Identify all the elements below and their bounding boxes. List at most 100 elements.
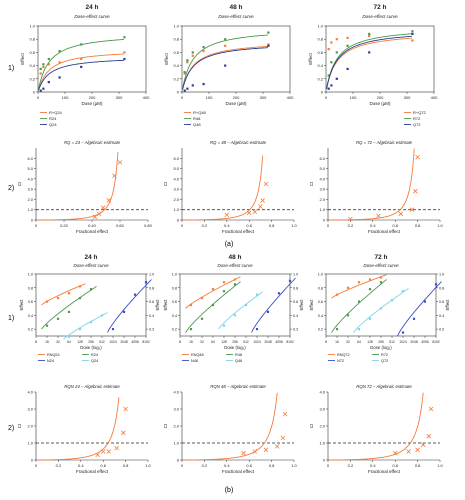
data-point-RNQ48 <box>200 297 204 300</box>
data-point-Q72 <box>357 328 361 331</box>
data-point-Q24 <box>123 57 126 61</box>
data-point-Q72 <box>327 87 330 90</box>
x-tick-label: 1.0 <box>291 223 297 228</box>
y-tick-label: 0.4 <box>173 63 179 68</box>
x-axis-label: Dose (μM) <box>369 101 391 106</box>
x-tick-label: 32 <box>200 340 204 344</box>
x-tick-label: 0.8 <box>269 463 275 468</box>
x-tick-label: 1.0 <box>291 463 297 468</box>
panel-label-a: (a) <box>225 241 234 248</box>
data-point-Q24 <box>47 81 50 84</box>
fit-curve-R24 <box>41 286 97 330</box>
y-axis-label: Effect <box>19 299 24 311</box>
plot-frame <box>325 25 435 93</box>
y-tick-label: 3.0 <box>27 187 33 192</box>
y-tick-label: 4.0 <box>27 390 33 395</box>
y-tick-label: 1.0 <box>319 207 325 212</box>
y-tick-label-left: 0.8 <box>318 286 323 290</box>
y-tick-label-right: 1.0 <box>439 273 444 277</box>
dose-effect-chart-b-2: 48 h Dose-effect curve 8 16 32 64 128 256 512 102… <box>163 254 304 363</box>
x-tick-label: 64 <box>211 340 215 344</box>
x-tick-label: 300 <box>116 95 123 100</box>
ci-point <box>392 450 398 456</box>
x-tick-label: 0.2 <box>202 463 208 468</box>
y-tick-label: 2.0 <box>319 197 325 202</box>
x-tick-label: 32 <box>56 340 60 344</box>
data-point-Q72 <box>335 77 338 80</box>
chart-title: 72 h <box>373 4 386 11</box>
y-tick-label: 2.0 <box>27 197 33 202</box>
y-tick-label: 2.0 <box>319 424 325 429</box>
y-tick-label: 0.6 <box>29 50 35 55</box>
data-point-R72 <box>335 328 339 331</box>
x-tick-label: 128 <box>367 340 373 344</box>
x-tick-label: 0 <box>181 95 184 100</box>
data-point-N24 <box>122 310 126 313</box>
x-tick-label: 1.0 <box>437 463 443 468</box>
x-tick-label: 128 <box>77 340 83 344</box>
ci-point <box>100 449 106 454</box>
y-tick-label: 4.0 <box>319 390 325 395</box>
y-tick-label: 3.0 <box>173 187 179 192</box>
x-tick-label: 2048 <box>264 340 272 344</box>
x-tick-label: 0.20 <box>60 223 69 228</box>
data-point-N48 <box>277 292 281 295</box>
ci-point <box>112 173 117 179</box>
y-tick-label: 0 <box>33 90 36 95</box>
y-tick-label: 0 <box>31 458 34 463</box>
x-tick-label: 1024 <box>109 340 117 344</box>
x-tick-label: 0.6 <box>246 463 252 468</box>
x-tick-label: 0 <box>35 223 38 228</box>
y-axis-label: Effect <box>309 299 314 311</box>
ci-point <box>413 188 418 194</box>
data-point-RNQ72 <box>335 293 339 296</box>
y-tick-label-left: 1.0 <box>172 273 177 277</box>
data-point-R72 <box>368 288 372 291</box>
x-tick-label: 0.8 <box>269 223 275 228</box>
data-point-R72 <box>368 32 371 36</box>
row-label-2b: 2) <box>8 425 14 432</box>
data-point-N48 <box>288 279 292 282</box>
x-tick-label: 0.6 <box>392 463 398 468</box>
y-tick-label: 3.0 <box>173 407 179 412</box>
chart-title: RQ = 72 – Algebraic estimate <box>356 140 413 145</box>
y-tick-label: 1.0 <box>173 24 179 29</box>
chart-title: 24 h <box>85 4 98 11</box>
data-point-N24 <box>111 328 115 331</box>
data-point-R72 <box>330 61 333 64</box>
data-point-R48 <box>224 38 227 41</box>
x-axis-label: Dose (μM) <box>81 101 103 106</box>
y-tick-label-right: 0.6 <box>149 300 154 304</box>
y-axis-label-right: Effect <box>445 299 450 311</box>
chart-title: RQ = 24 – Algebraic estimate <box>64 140 121 145</box>
data-point-Q72 <box>379 307 383 310</box>
y-tick-label: 3.0 <box>27 407 33 412</box>
fit-curve-N72 <box>397 281 442 337</box>
x-tick-label: 0.4 <box>224 223 230 228</box>
x-axis-label: Fractional effect <box>222 469 255 474</box>
y-tick-label: 0.8 <box>29 37 35 42</box>
data-point-R48 <box>183 71 186 74</box>
x-tick-label: 0 <box>327 463 330 468</box>
x-tick-label: 512 <box>243 340 249 344</box>
plot-frame <box>37 25 147 93</box>
y-tick-label: 1.0 <box>29 24 35 29</box>
data-point-RNQ24 <box>45 300 49 303</box>
x-tick-label: 8192 <box>142 340 150 344</box>
data-point-Q24 <box>39 89 42 92</box>
fit-curve-RNQ72 <box>331 274 387 299</box>
x-tick-label: 0.4 <box>370 223 376 228</box>
data-point-RNQ72 <box>346 286 350 289</box>
data-point-R+Q72 <box>330 41 333 44</box>
x-tick-label: 1024 <box>253 340 261 344</box>
y-axis-label: CI <box>17 182 22 187</box>
y-tick-label: 0 <box>31 218 34 223</box>
y-axis-label: Effect <box>20 53 25 65</box>
chart-title: RQN 24 – Algebraic estimate <box>64 384 120 389</box>
y-tick-label-left: 0.8 <box>28 286 33 290</box>
y-tick-label-left: 0.8 <box>172 286 177 290</box>
chart-title: RQN 72 – Algebraic estimate <box>356 384 412 389</box>
data-point-N72 <box>412 317 416 320</box>
x-tick-label: 0 <box>181 463 184 468</box>
plot-frame <box>181 25 291 93</box>
